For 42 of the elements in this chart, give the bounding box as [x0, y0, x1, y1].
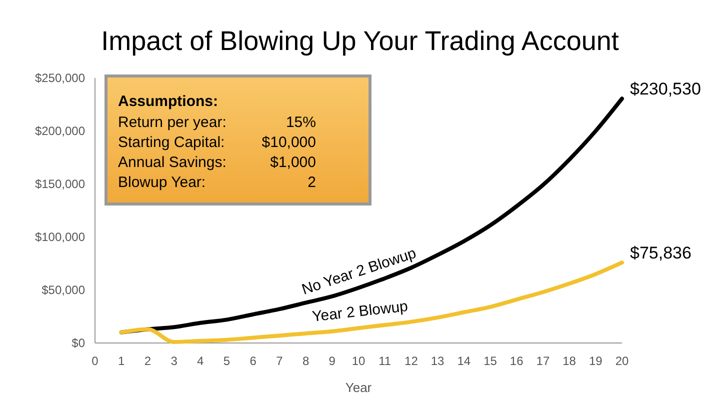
x-tick-label: 16 — [510, 354, 524, 368]
y-tick-label: $50,000 — [42, 283, 86, 297]
x-tick-label: 5 — [223, 354, 230, 368]
annotation: Return per year: — [118, 114, 226, 131]
x-tick-label: 11 — [378, 354, 392, 368]
x-axis-title: Year — [345, 380, 372, 395]
x-tick-label: 13 — [430, 354, 445, 368]
annotation: Starting Capital: — [118, 134, 225, 151]
y-tick-label: $150,000 — [34, 177, 86, 191]
annotation: $10,000 — [262, 134, 316, 151]
x-tick-label: 8 — [302, 354, 310, 368]
x-tick-label: 18 — [562, 354, 576, 368]
x-tick-label: 19 — [588, 354, 603, 368]
text: No Year 2 Blowup — [300, 244, 418, 298]
annotation: Assumptions: — [118, 93, 218, 110]
x-tick-label: 4 — [197, 354, 204, 368]
x-tick-label: 17 — [536, 354, 550, 368]
x-tick-label: 6 — [250, 354, 257, 368]
x-tick-label: 10 — [352, 354, 366, 368]
y-tick-label: $100,000 — [34, 230, 86, 244]
data-label: $230,530 — [630, 80, 701, 99]
text: Year 2 Blowup — [311, 298, 409, 326]
x-tick-label: 12 — [404, 354, 418, 368]
x-tick-label: 3 — [170, 354, 178, 368]
x-tick-label: 7 — [276, 354, 284, 368]
y-tick-label: $0 — [72, 336, 86, 350]
x-tick-label: 0 — [92, 354, 99, 368]
x-tick-label: 20 — [615, 354, 629, 368]
y-tick-label: $250,000 — [34, 71, 86, 85]
x-tick-label: 15 — [484, 354, 498, 368]
annotation: $1,000 — [270, 154, 316, 171]
annotation: 2 — [308, 174, 316, 191]
annotation: Annual Savings: — [118, 154, 226, 171]
y-tick-label: $200,000 — [34, 124, 86, 138]
annotation: 15% — [286, 114, 316, 131]
x-tick-label: 2 — [144, 354, 152, 368]
x-tick-label: 9 — [328, 354, 336, 368]
data-label: $75,836 — [630, 244, 692, 263]
chart-title: Impact of Blowing Up Your Trading Account — [101, 26, 620, 56]
x-tick-label: 1 — [118, 354, 126, 368]
x-tick-label: 14 — [457, 354, 471, 368]
annotation: Blowup Year: — [118, 174, 206, 191]
